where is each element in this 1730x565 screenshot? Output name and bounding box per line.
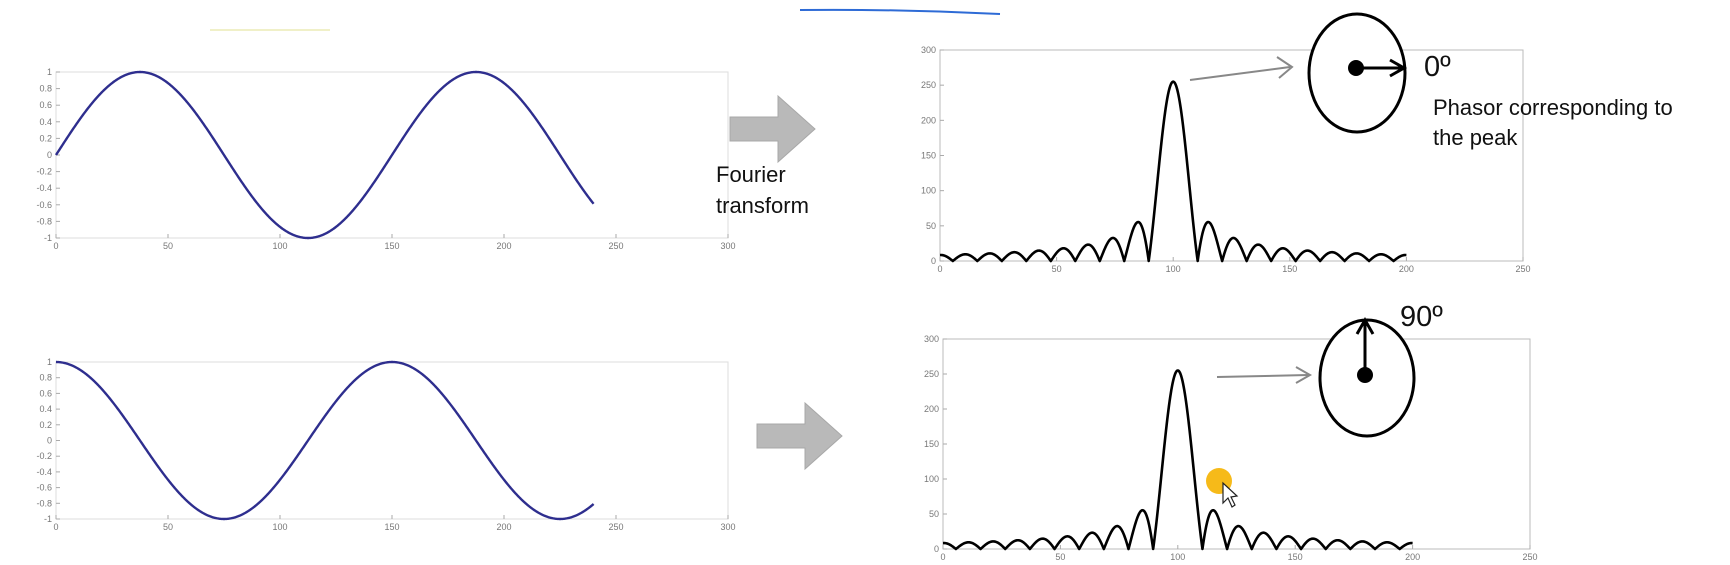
y-tick-label: -0.4 [36,183,52,193]
x-tick-label: 250 [608,241,623,251]
y-tick-label: -0.8 [36,498,52,508]
y-tick-label: 0.4 [39,404,52,414]
x-tick-label: 300 [720,241,735,251]
y-tick-label: 0.8 [39,373,52,383]
y-tick-label: -0.2 [36,167,52,177]
x-tick-label: 150 [384,522,399,532]
y-tick-label: 0.6 [39,388,52,398]
x-tick-label: 50 [1055,552,1065,562]
y-tick-label: 0 [931,256,936,266]
x-tick-label: 0 [937,264,942,274]
y-tick-label: 0 [47,436,52,446]
y-tick-label: -0.2 [36,451,52,461]
y-tick-label: -0.6 [36,483,52,493]
y-tick-label: 300 [924,334,939,344]
fourier-label-line2: transform [716,193,809,218]
x-tick-label: 200 [496,522,511,532]
y-tick-label: 0.4 [39,117,52,127]
y-tick-label: 1 [47,67,52,77]
y-tick-label: 200 [921,115,936,125]
x-tick-label: 150 [1288,552,1303,562]
spectrum-series-line [942,369,1414,551]
y-tick-label: -0.8 [36,216,52,226]
x-tick-label: 50 [163,241,173,251]
phasor-caption-line2: the peak [1433,125,1518,150]
y-tick-label: 100 [924,474,939,484]
y-tick-label: 0.8 [39,84,52,94]
y-tick-label: 0 [934,544,939,554]
x-tick-label: 50 [1052,264,1062,274]
transform-arrow-top [729,94,816,164]
y-tick-label: -1 [44,233,52,243]
x-tick-label: 250 [1515,264,1530,274]
y-tick-label: 200 [924,404,939,414]
x-tick-label: 250 [608,522,623,532]
plot-frame [942,338,1531,550]
y-tick-label: 0.2 [39,420,52,430]
y-tick-label: -0.6 [36,200,52,210]
y-tick-label: 150 [924,439,939,449]
x-tick-label: 100 [272,522,287,532]
pointer-arrow-bottom [1216,366,1313,384]
y-tick-label: 0.6 [39,100,52,110]
x-tick-label: 100 [1166,264,1181,274]
spectrum-chart-bottom: 300 250 200 150 100 50 00 50 100 150 200 250 [924,334,1538,562]
y-tick-label: 0.2 [39,133,52,143]
cosine-chart-bottom: 10.80.60.40.20-0.2-0.4-0.6-0.8-10 50 100 15… [36,357,735,532]
plot-frame [55,361,729,520]
signal-series-line [55,360,595,521]
pointer-arrow-top [1189,56,1294,81]
y-tick-label: 250 [924,369,939,379]
spectrum-chart-top: 300 250 200 150 100 50 00 50 100 150 200 250 [921,45,1531,274]
x-tick-label: 250 [1522,552,1537,562]
sine-chart-top: 10.80.60.40.20-0.2-0.4-0.6-0.8-10 50 100 15… [36,67,735,251]
x-tick-label: 50 [163,522,173,532]
x-tick-label: 150 [384,241,399,251]
x-tick-label: 200 [496,241,511,251]
y-tick-label: 1 [47,357,52,367]
phasor-caption-line1: Phasor corresponding to [1433,95,1673,120]
top-blue-swoosh [799,8,1001,15]
phasor-bottom [1318,316,1416,438]
y-tick-label: -1 [44,514,52,524]
y-tick-label: 50 [926,221,936,231]
y-tick-label: 100 [921,186,936,196]
y-tick-label: 250 [921,80,936,90]
phasor-angle-bottom: 90º [1400,301,1443,333]
y-tick-label: -0.4 [36,467,52,477]
fourier-label-line1: Fourier [716,162,786,187]
x-tick-label: 0 [53,241,58,251]
phasor-top [1307,12,1408,134]
y-tick-label: 0 [47,150,52,160]
x-tick-label: 200 [1405,552,1420,562]
x-tick-label: 100 [272,241,287,251]
y-tick-label: 150 [921,151,936,161]
y-tick-label: 50 [929,509,939,519]
x-tick-label: 200 [1399,264,1414,274]
x-tick-label: 0 [940,552,945,562]
x-tick-label: 150 [1282,264,1297,274]
y-tick-label: 300 [921,45,936,55]
x-tick-label: 100 [1170,552,1185,562]
mouse-cursor-icon [1222,481,1239,508]
signal-series-line [54,70,595,240]
phasor-angle-top: 0º [1424,51,1451,83]
transform-arrow-bottom [756,401,843,471]
x-tick-label: 0 [53,522,58,532]
spectrum-series-line [939,80,1408,263]
x-tick-label: 300 [720,522,735,532]
